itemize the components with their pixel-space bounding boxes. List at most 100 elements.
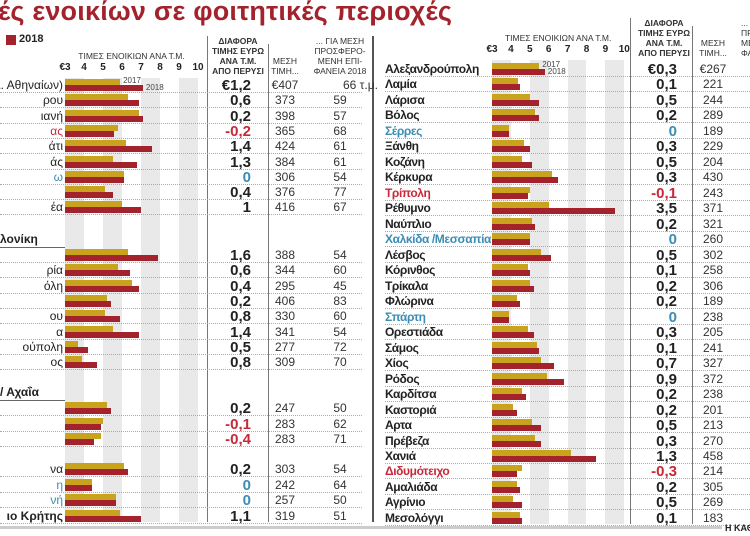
- table-row: [0, 310, 1, 311]
- row-separator: [385, 354, 750, 356]
- bar-2018: [65, 362, 98, 369]
- bar-2017: [492, 93, 530, 100]
- price-value: 205: [702, 325, 724, 340]
- bar-2018: [492, 456, 596, 462]
- row-label: Κόρινθος: [385, 263, 436, 278]
- column-divider: [692, 26, 693, 524]
- row-separator: [0, 277, 362, 279]
- price-value: 330: [274, 309, 296, 324]
- x-tick-label: 4: [508, 44, 514, 55]
- bar-2018: [65, 469, 128, 475]
- price-value: 229: [702, 139, 724, 154]
- row-label: Ρόδος: [385, 371, 420, 386]
- diff-value: 0,8: [230, 354, 251, 372]
- bar-2018: [65, 115, 143, 122]
- price-value: 260: [702, 232, 724, 247]
- table-row: [0, 93, 1, 94]
- bar-2017: [65, 124, 119, 131]
- bar-2018: [65, 516, 141, 523]
- area-value: 50: [333, 401, 347, 415]
- table-row: [0, 294, 1, 295]
- table-row: [0, 449, 1, 450]
- diff-value: 0,1: [656, 76, 677, 94]
- area-column-header: ... Γ: [741, 18, 750, 28]
- table-row: [0, 418, 1, 419]
- row-label: Αμαλιάδα: [385, 479, 438, 494]
- bar-2017: [492, 217, 532, 224]
- row-label: Χαλκίδα /Μεσσαπία: [385, 232, 491, 247]
- bar-2018: [65, 484, 92, 491]
- diff-value: 0: [668, 308, 677, 326]
- row-separator: [0, 353, 362, 355]
- table-row: [0, 480, 1, 481]
- table-row: [0, 124, 1, 125]
- diff-value: -0,2: [225, 122, 251, 140]
- row-label: Διδυμότειχο: [385, 464, 450, 479]
- bar-2017: [65, 463, 124, 469]
- diff-value: 0,5: [656, 153, 677, 171]
- row-separator: [0, 107, 362, 109]
- row-separator: [385, 168, 750, 170]
- diff-value: 0,2: [656, 277, 677, 295]
- bar-2018: [492, 161, 532, 168]
- area-column-header: ΦΑΝΕΙΑ 2018: [313, 66, 367, 76]
- row-label: Μεσολόγγι: [385, 510, 444, 525]
- column-divider: [207, 36, 208, 522]
- area-value: 71: [333, 432, 347, 446]
- chart-axis-title: ΤΙΜΕΣ ΕΝΟΙΚΙΩΝ ΑΝΑ Τ.Μ.: [504, 33, 612, 43]
- bar-2017: [65, 186, 105, 193]
- source-credit: Η ΚΑΘ: [725, 523, 750, 533]
- diff-value: 0: [668, 231, 677, 249]
- bar-2018: [65, 192, 113, 199]
- area-column-header: ΜΕ: [741, 38, 750, 48]
- row-separator: [0, 430, 362, 432]
- row-label: (Δ. Αθηναίων): [0, 78, 63, 92]
- price-value: 321: [702, 216, 724, 231]
- area-value: 59: [333, 93, 347, 108]
- x-tick-label: 9: [602, 44, 609, 55]
- price-value: 319: [274, 509, 296, 524]
- table-row: [0, 372, 1, 373]
- row-separator: [385, 230, 750, 232]
- area-column-header: ΠΡΟΣΦΕΡΟ-: [314, 46, 366, 56]
- bar-2018: [492, 177, 559, 184]
- bar-2018: [492, 502, 523, 509]
- bar-2018: [492, 115, 540, 122]
- price-value: 302: [702, 247, 724, 262]
- bar-2018: [492, 146, 530, 153]
- row-label: ου: [49, 309, 63, 324]
- bar-2018: [65, 176, 124, 183]
- bar-2017: [65, 109, 140, 116]
- row-separator: [385, 339, 750, 341]
- bar-2018: [65, 100, 140, 107]
- bar-2017: [492, 388, 523, 395]
- diff-value: 0,7: [656, 355, 677, 373]
- price-value: 384: [274, 154, 296, 169]
- row-label: Τρίπολη: [385, 185, 431, 200]
- bar-2017: [65, 294, 107, 301]
- bar-2017: [65, 201, 122, 208]
- row-label: έα: [50, 200, 63, 215]
- row-separator: [385, 215, 750, 217]
- diff-column-header: ΤΙΜΗΣ ΕΥΡΩ: [637, 28, 691, 38]
- diff-value: 1,4: [230, 138, 251, 156]
- diff-value: 1,1: [230, 508, 251, 526]
- diff-value: 0,5: [656, 494, 677, 512]
- price-value: 247: [274, 401, 296, 415]
- area-column-header: ... ΓΙΑ ΜΕΣΗ: [315, 36, 365, 46]
- area-column-header: ΜΕΝΗ ΕΠΙ-: [317, 56, 363, 66]
- row-label: νή: [50, 493, 63, 508]
- row-label: Σέρρες: [385, 123, 422, 138]
- diff-value: -0,3: [651, 463, 677, 481]
- bar-2017: [492, 480, 517, 487]
- diff-value: 1,3: [656, 448, 677, 465]
- diff-value: 1,4: [230, 323, 251, 341]
- price-value: 371: [702, 201, 724, 216]
- area-value: 45: [333, 278, 347, 293]
- x-tick-label: 8: [583, 44, 590, 55]
- price-value: 306: [274, 169, 296, 184]
- bar-2018: [65, 207, 141, 214]
- x-tick-label: 6: [545, 44, 552, 55]
- row-separator: [385, 524, 750, 526]
- footer-rule: [0, 526, 722, 529]
